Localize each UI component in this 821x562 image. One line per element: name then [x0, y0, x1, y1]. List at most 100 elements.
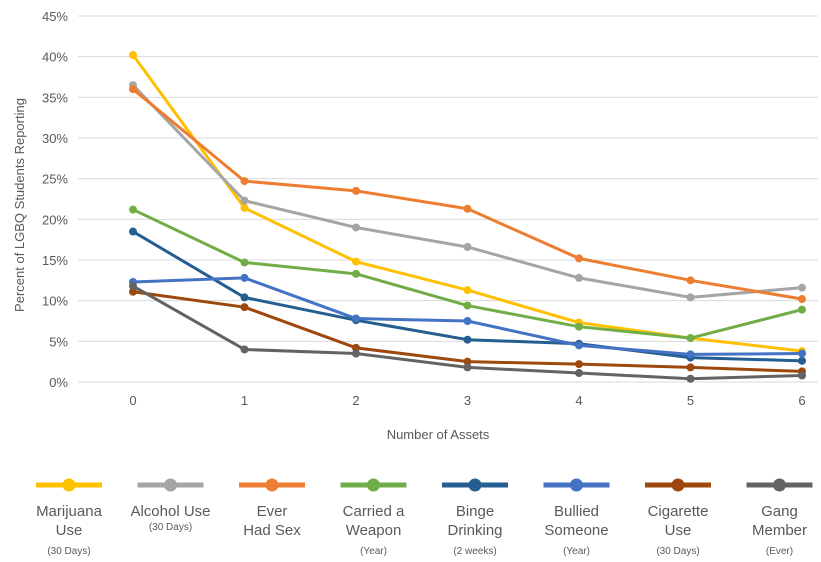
- series-8: [129, 282, 806, 383]
- legend-swatch-marker: [265, 478, 279, 492]
- y-tick-label: 15%: [42, 253, 68, 268]
- series-lines: [129, 51, 806, 383]
- data-point: [352, 223, 360, 232]
- data-point: [129, 227, 137, 236]
- data-point: [798, 295, 806, 304]
- legend-label: Alcohol Use: [130, 503, 210, 520]
- data-point: [129, 287, 137, 296]
- y-tick-label: 5%: [49, 334, 68, 349]
- y-tick-label: 20%: [42, 212, 68, 227]
- legend-swatch-marker: [570, 478, 583, 492]
- legend-item: Alcohol Use (30 Days): [130, 478, 211, 533]
- legend-sublabel: (30 Days): [47, 546, 90, 557]
- data-point: [798, 349, 806, 358]
- data-point: [240, 196, 249, 205]
- legend-item: Marijuana Use (30 Days): [36, 478, 103, 557]
- legend-item: Binge Drinking (2 weeks): [442, 478, 508, 557]
- data-point: [463, 242, 472, 251]
- y-tick-label: 30%: [42, 131, 68, 146]
- data-point: [798, 283, 806, 292]
- data-point: [240, 177, 249, 186]
- series-4: [129, 205, 806, 343]
- data-point: [686, 363, 695, 372]
- data-point: [463, 301, 472, 310]
- series-7: [129, 287, 806, 376]
- legend-sublabel: (Ever): [766, 546, 793, 557]
- data-point: [352, 314, 360, 323]
- y-tick-label: 35%: [42, 90, 68, 105]
- legend-label: Marijuana: [36, 503, 103, 520]
- legend-sublabel: (30 Days): [149, 522, 192, 533]
- y-tick-label: 25%: [42, 172, 68, 187]
- data-point: [463, 204, 472, 213]
- x-tick-label: 5: [687, 393, 694, 408]
- y-axis-title: Percent of LGBQ Students Reporting: [12, 98, 27, 312]
- legend-swatch-marker: [367, 478, 380, 492]
- y-axis-tick-labels: 0% 5% 10% 15% 20% 25% 30% 35% 40% 45%: [42, 9, 68, 390]
- data-point: [240, 273, 249, 282]
- legend-label: Bullied: [554, 503, 599, 520]
- data-point: [129, 282, 137, 291]
- legend-item: Bullied Someone (Year): [543, 478, 610, 557]
- data-point: [463, 317, 472, 325]
- legend-label: Member: [752, 522, 807, 539]
- data-point: [129, 205, 137, 214]
- legend-sublabel: (Year): [563, 546, 590, 557]
- data-point: [240, 345, 249, 354]
- legend-item: Gang Member (Ever): [746, 478, 813, 557]
- data-point: [352, 186, 360, 195]
- legend-sublabel: (30 Days): [656, 546, 699, 557]
- data-point: [686, 334, 695, 343]
- legend-swatch-marker: [671, 478, 685, 492]
- legend-label: Cigarette: [648, 503, 709, 520]
- legend-label: Use: [56, 522, 83, 539]
- legend-swatch-marker: [62, 478, 76, 492]
- data-point: [352, 349, 360, 358]
- legend-label: Use: [665, 522, 692, 539]
- legend-sublabel: (Year): [360, 546, 387, 557]
- data-point: [798, 371, 806, 380]
- data-point: [575, 322, 583, 331]
- x-tick-label: 6: [798, 393, 805, 408]
- legend-label: Had Sex: [243, 522, 301, 539]
- data-point: [240, 258, 249, 267]
- x-tick-label: 3: [464, 393, 471, 408]
- legend-swatch-marker: [164, 478, 177, 492]
- series-3: [129, 85, 806, 304]
- y-tick-label: 0%: [49, 375, 68, 390]
- data-point: [352, 257, 360, 266]
- x-tick-label: 0: [129, 393, 136, 408]
- data-point: [686, 350, 695, 359]
- legend-item: Ever Had Sex: [239, 478, 305, 539]
- series-2: [129, 81, 806, 302]
- legend-sublabel: (2 weeks): [453, 546, 496, 557]
- data-point: [240, 293, 249, 302]
- legend-item: Cigarette Use (30 Days): [645, 478, 711, 557]
- x-tick-label: 1: [241, 393, 248, 408]
- data-point: [686, 293, 695, 302]
- data-point: [686, 374, 695, 383]
- legend-item: Carried a Weapon (Year): [340, 478, 407, 557]
- legend-label: Drinking: [447, 522, 502, 539]
- legend-swatch-marker: [468, 478, 482, 492]
- data-point: [463, 363, 472, 372]
- data-point: [686, 276, 695, 285]
- data-point: [798, 356, 806, 365]
- data-point: [129, 85, 137, 94]
- data-point: [240, 303, 249, 312]
- x-axis-tick-labels: 0 1 2 3 4 5 6: [129, 393, 805, 408]
- data-point: [575, 273, 583, 282]
- x-tick-label: 2: [352, 393, 359, 408]
- legend: Marijuana Use (30 Days) Alcohol Use (30 Days…: [36, 478, 813, 557]
- legend-label: Carried a: [343, 503, 405, 520]
- data-point: [352, 269, 360, 278]
- legend-swatch-marker: [773, 478, 786, 492]
- x-axis-title: Number of Assets: [387, 427, 490, 442]
- data-point: [575, 254, 583, 263]
- data-point: [463, 286, 472, 295]
- y-tick-label: 10%: [42, 294, 68, 309]
- legend-label: Gang: [761, 503, 798, 520]
- y-tick-label: 45%: [42, 9, 68, 24]
- legend-label: Binge: [456, 503, 494, 520]
